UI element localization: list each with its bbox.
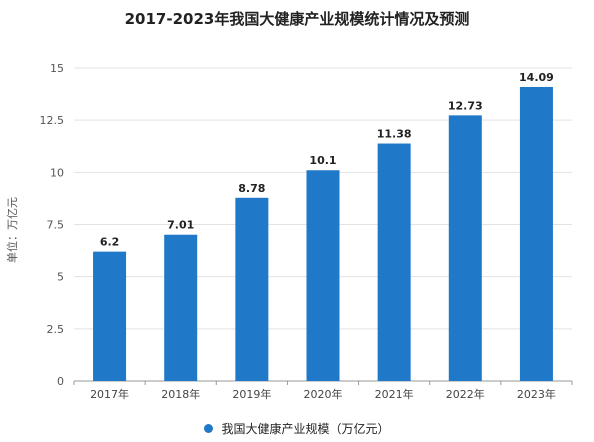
x-tick-label: 2021年 bbox=[375, 387, 414, 401]
y-tick-label: 5 bbox=[57, 271, 64, 284]
bar bbox=[377, 143, 411, 381]
bar bbox=[306, 170, 340, 381]
y-tick-label: 12.5 bbox=[40, 114, 65, 127]
bar bbox=[448, 115, 482, 381]
y-tick-label: 0 bbox=[57, 375, 64, 388]
bar bbox=[164, 234, 198, 381]
y-tick-label: 2.5 bbox=[47, 323, 65, 336]
x-tick-label: 2023年 bbox=[517, 387, 556, 401]
legend: 我国大健康产业规模（万亿元） bbox=[0, 420, 594, 437]
data-label: 6.2 bbox=[100, 236, 120, 249]
data-label: 12.73 bbox=[448, 99, 483, 112]
y-tick-label: 10 bbox=[50, 166, 64, 179]
x-tick-label: 2022年 bbox=[446, 387, 485, 401]
x-tick-label: 2019年 bbox=[232, 387, 271, 401]
legend-label: 我国大健康产业规模（万亿元） bbox=[221, 422, 390, 436]
x-tick-label: 2020年 bbox=[304, 387, 343, 401]
bar bbox=[93, 251, 127, 381]
data-label: 14.09 bbox=[519, 71, 554, 84]
y-tick-label: 15 bbox=[50, 62, 64, 75]
data-label: 11.38 bbox=[377, 128, 412, 141]
legend-swatch bbox=[204, 424, 214, 433]
bar bbox=[235, 197, 269, 381]
bar bbox=[519, 86, 553, 381]
chart-title: 2017-2023年我国大健康产业规模统计情况及预测 bbox=[124, 10, 470, 28]
x-tick-label: 2017年 bbox=[90, 387, 129, 401]
data-label: 10.1 bbox=[309, 154, 336, 167]
data-label: 8.78 bbox=[238, 182, 265, 195]
x-tick-label: 2018年 bbox=[161, 387, 200, 401]
data-label: 7.01 bbox=[167, 219, 194, 232]
y-tick-label: 7.5 bbox=[47, 219, 65, 232]
